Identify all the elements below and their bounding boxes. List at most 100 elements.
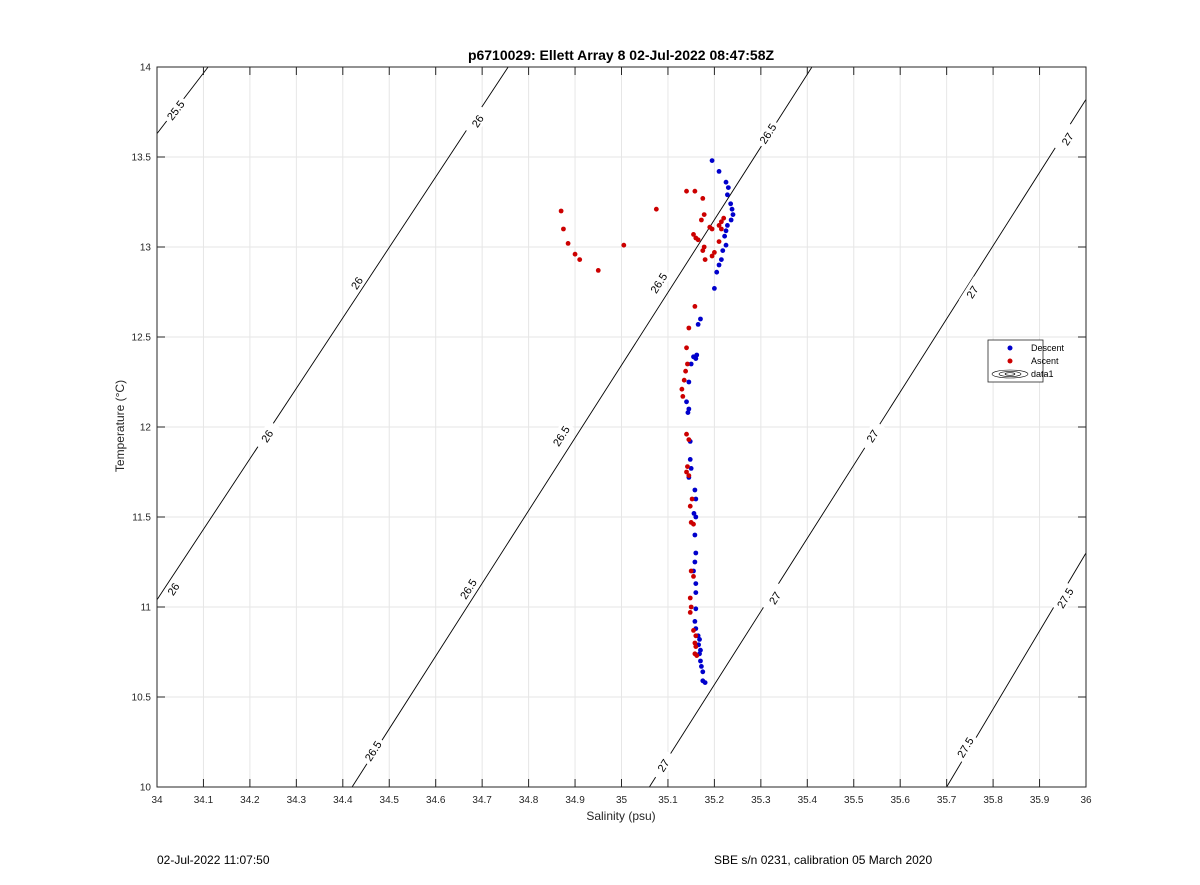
series-ascent	[558, 188, 727, 658]
ascent-point	[692, 640, 698, 646]
descent-point	[695, 322, 701, 327]
descent-point	[698, 664, 704, 669]
x-tick-label: 34.4	[333, 795, 353, 806]
x-tick-label: 35.1	[658, 795, 678, 806]
ascent-point	[687, 610, 693, 615]
descent-point	[728, 217, 734, 223]
ascent-point	[700, 196, 706, 201]
ascent-point	[691, 574, 696, 579]
descent-point	[686, 379, 692, 385]
ascent-point	[684, 188, 689, 194]
contour-26	[156, 66, 509, 601]
descent-point	[712, 286, 717, 291]
descent-point	[692, 619, 698, 624]
descent-point	[693, 581, 699, 586]
contour-label: 27	[865, 428, 882, 445]
descent-point	[688, 361, 694, 367]
ascent-point	[684, 345, 689, 351]
x-tick-label: 35	[616, 795, 628, 806]
contour-label-bg	[359, 735, 387, 767]
descent-point	[718, 257, 724, 262]
x-tick-label: 35.3	[751, 795, 771, 806]
ascent-point	[688, 604, 694, 610]
descent-point	[693, 514, 699, 520]
ascent-point	[701, 212, 707, 218]
legend-marker-ascent	[1007, 358, 1013, 364]
y-tick-label: 12.5	[132, 333, 152, 344]
ascent-point	[686, 325, 692, 331]
legend-marker-data1-inner	[1004, 372, 1016, 376]
legend-marker-data1-mid	[998, 371, 1022, 377]
ascent-point	[688, 568, 694, 574]
contour-label-bg	[645, 267, 673, 299]
grid	[156, 66, 1087, 788]
contour-26.5	[351, 66, 813, 788]
ascent-point	[702, 257, 708, 262]
x-tick-label: 35.6	[890, 795, 910, 806]
x-tick-label: 35.4	[798, 795, 818, 806]
descent-point	[698, 658, 703, 664]
contour-label-bg	[159, 573, 187, 605]
descent-point	[722, 233, 728, 239]
ascent-point	[653, 206, 659, 212]
ascent-point	[687, 595, 693, 601]
contour-label-bg	[547, 420, 575, 452]
ascent-point	[718, 219, 724, 225]
descent-point	[725, 223, 730, 228]
ascent-point	[686, 473, 692, 478]
y-tick-label: 10	[140, 783, 152, 794]
ascent-point	[683, 368, 689, 374]
descent-point	[687, 457, 693, 462]
chart-title: p6710029: Ellett Array 8 02-Jul-2022 08:…	[468, 47, 775, 63]
y-tick-label: 11	[141, 603, 152, 614]
descent-point	[693, 496, 699, 502]
descent-point	[702, 680, 708, 685]
x-axis-label: Salinity (psu)	[586, 809, 655, 823]
descent-point	[692, 559, 698, 565]
descent-point	[684, 399, 689, 405]
ascent-point	[685, 464, 690, 469]
ascent-point	[685, 361, 690, 367]
contour-label-bg	[253, 420, 281, 452]
contour-label: 27	[1060, 131, 1077, 148]
descent-point	[693, 356, 699, 361]
ascent-point	[700, 248, 706, 254]
ascent-point	[681, 377, 687, 383]
x-tick-label: 35.8	[983, 795, 1003, 806]
contour-label-bg	[161, 94, 190, 126]
ascent-point	[621, 242, 627, 248]
ascent-point	[694, 653, 700, 658]
x-tick-label: 34.1	[194, 795, 214, 806]
data-series	[558, 158, 736, 685]
ascent-point	[577, 257, 583, 262]
ascent-point	[709, 226, 715, 232]
x-tick-label: 36	[1080, 795, 1092, 806]
density-contours: 25.5 2626262626.526.526.526.526.527272727…	[156, 66, 1087, 788]
ascent-point	[721, 215, 727, 221]
contour-label-bg	[858, 420, 886, 452]
legend-marker-descent	[1007, 345, 1013, 351]
ascent-point	[692, 188, 698, 194]
ascent-point	[691, 232, 696, 237]
ascent-point	[692, 304, 698, 309]
x-tick-label: 35.9	[1030, 795, 1050, 806]
descent-point	[688, 466, 694, 471]
contour-label-bg	[1054, 123, 1081, 155]
ascent-point	[558, 208, 564, 214]
contour-label-bg	[343, 267, 371, 299]
descent-point	[725, 185, 731, 191]
contour-label-bg	[649, 749, 677, 781]
descent-point	[714, 269, 720, 275]
x-tick-label: 34	[151, 795, 163, 806]
ascent-point	[716, 239, 722, 245]
descent-point	[720, 248, 726, 254]
legend-box	[987, 339, 1044, 383]
legend-label-descent: Descent	[1031, 343, 1065, 353]
ascent-point	[561, 226, 566, 232]
descent-point	[700, 669, 706, 675]
x-tick-label: 34.6	[426, 795, 446, 806]
contour-label: 27	[767, 590, 784, 607]
contour-label-bg	[454, 573, 482, 605]
ascent-point	[698, 217, 704, 223]
descent-point	[693, 606, 699, 612]
